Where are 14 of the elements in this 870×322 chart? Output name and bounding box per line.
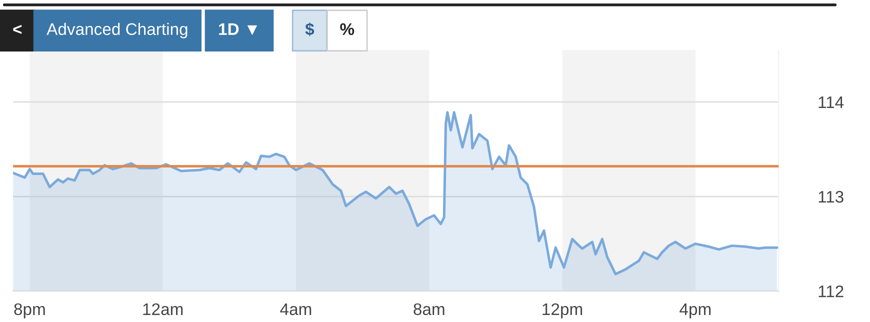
y-tick-label: 114 — [818, 96, 844, 108]
text: Advanced Charting — [46, 22, 188, 38]
text: < — [13, 24, 22, 34]
x-tick-label: 8am — [414, 303, 444, 316]
x-tick-label: 8pm — [14, 303, 45, 318]
text: % — [340, 23, 354, 36]
x-tick-label: 4pm — [680, 304, 711, 318]
x-tick-label: 12pm — [542, 303, 582, 318]
text: $ — [305, 22, 314, 36]
y-tick-label: 112 — [818, 285, 844, 298]
y-tick-label: 113 — [818, 190, 844, 203]
x-tick-label: 12am — [143, 303, 183, 316]
x-tick-label: 4am — [280, 304, 312, 316]
text: 1D ▼ — [219, 23, 258, 36]
